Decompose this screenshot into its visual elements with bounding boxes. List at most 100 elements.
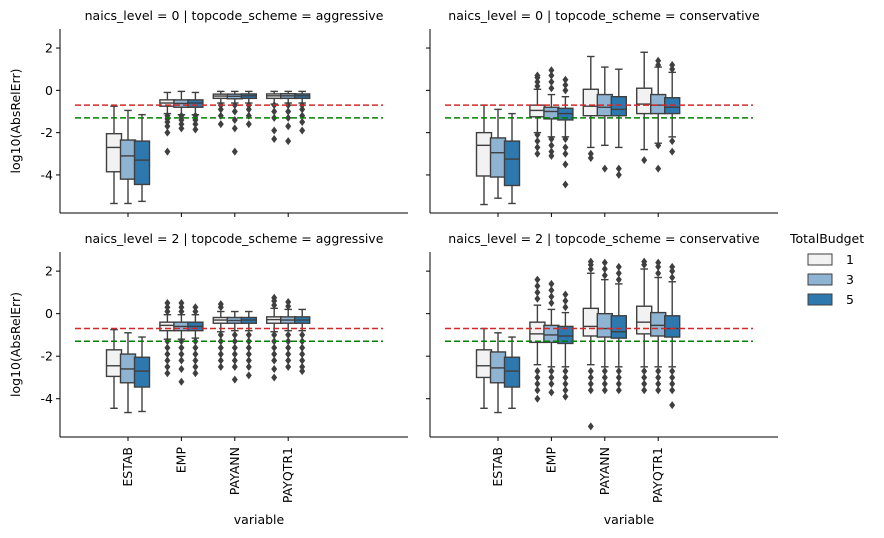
panel-1-box-payqtr1-1-outlier (271, 134, 278, 143)
panel-3-box-emp-1-outlier (164, 369, 171, 378)
panel-3-box-payann-5-outlier (245, 350, 252, 359)
panel-2-box-payann-1 (582, 88, 599, 117)
panel-4-box-emp-3-outlier (548, 286, 555, 295)
panel-2-box-payann-5-outlier (615, 170, 622, 179)
panel-1: naics_level = 0 | topcode_scheme = aggre… (8, 8, 408, 217)
panel-2-box-payqtr1-3-outlier (655, 56, 662, 65)
panel-4-box-emp-3-outlier (548, 379, 555, 388)
panel-4-box-payqtr1-5-outlier (669, 373, 676, 382)
panel-3-box-payann-3-outlier (231, 362, 238, 371)
panel-4-box-payann-1-outlier (587, 422, 594, 431)
panel-4-box-emp-1-outlier (534, 386, 541, 395)
panel-2-box-emp-1-outlier (534, 82, 541, 91)
panel-4-box-payann-3-outlier (601, 373, 608, 382)
panel-4-box-payann-3-outlier (601, 386, 608, 395)
panel-3-box-payqtr1-1-outlier (271, 356, 278, 365)
panel-4-box-payqtr1-5-outlier (669, 273, 676, 282)
panel-3-ytick-label: -4 (41, 391, 54, 406)
panel-4-box-emp-3-outlier (548, 367, 555, 376)
panel-4-box-payqtr1-1-outlier (641, 379, 648, 388)
panel-3-box-payann-1-outlier (217, 362, 224, 371)
panel-3-box-payqtr1-1-outlier (271, 343, 278, 352)
panel-4-box-payqtr1-3-outlier (655, 379, 662, 388)
panel-4-box-payqtr1-3-outlier (655, 373, 662, 382)
panel-3-box-payann-5-outlier (245, 343, 252, 352)
panel-3-box-emp-1-outlier (164, 362, 171, 371)
panel-3-box-payqtr1-1-outlier (271, 293, 278, 302)
panel-2-box-payqtr1-3-outlier (655, 60, 662, 69)
panel-3-box-emp-3-outlier (178, 377, 185, 386)
panels-layer: naics_level = 0 | topcode_scheme = aggre… (8, 8, 778, 527)
panel-4-box-payqtr1-3-outlier (655, 386, 662, 395)
panel-4-box-emp-1-outlier (534, 379, 541, 388)
panel-1-ytick-label: 0 (45, 83, 53, 98)
panel-3-box-emp-3-outlier (178, 343, 185, 352)
panel-4-box-emp-1-outlier (534, 282, 541, 291)
panel-1-box-payqtr1-3-outlier (285, 122, 292, 131)
panel-3-box-payqtr1-5-outlier (299, 350, 306, 359)
panel-3-box-estab-5 (133, 356, 151, 388)
panel-3-xtick-label-estab: ESTAB (120, 447, 135, 487)
panel-3-box-emp-1-outlier (164, 343, 171, 352)
panel-4-xlabel: variable (604, 512, 655, 527)
panel-4-box-payann-1-outlier (587, 265, 594, 274)
panel-3-box-payqtr1-1-outlier (271, 301, 278, 310)
legend-label-3: 3 (846, 272, 854, 287)
legend-swatch-1 (807, 253, 833, 266)
panel-3-box-emp-1-outlier (164, 303, 171, 312)
panel-3-box-payqtr1-3-outlier (285, 297, 292, 306)
panel-3-box-payqtr1-5-outlier (299, 362, 306, 371)
panel-3-box-emp-5-outlier (192, 307, 199, 316)
panel-4-box-payann-1-outlier (587, 379, 594, 388)
panel-1-title: naics_level = 0 | topcode_scheme = aggre… (85, 8, 384, 23)
panel-1-box-payann-3-outlier (231, 124, 238, 133)
panel-3-box-payann-3-outlier (231, 356, 238, 365)
panel-2-box-payqtr1-5-outlier (669, 147, 676, 156)
panel-3-box-emp-3-outlier (178, 307, 185, 316)
panel-3-xtick-label-payqtr1: PAYQTR1 (280, 447, 295, 503)
panel-1-box-emp-1-outlier (164, 128, 171, 137)
panel-2-box-payann-5-outlier (615, 164, 622, 173)
panel-4-box-emp-1-outlier (534, 394, 541, 403)
panel-4-box-emp-3-outlier (548, 279, 555, 288)
panel-3-box-payqtr1-3-outlier (285, 362, 292, 371)
panel-4-box-payann-5-outlier (615, 379, 622, 388)
panel-1-box-emp-3-outlier (178, 120, 185, 129)
panel-2-box-payqtr1-5-outlier (669, 137, 676, 146)
panel-3-box-payqtr1-1-outlier (271, 364, 278, 373)
panel-2-box-payqtr1-3 (650, 93, 667, 115)
panel-4-xtick-label-payqtr1: PAYQTR1 (650, 447, 665, 503)
panel-4-box-payann-3-outlier (601, 265, 608, 274)
panel-3-box-emp-5-outlier (192, 369, 199, 378)
panel-4-box-emp-5-outlier (562, 373, 569, 382)
panel-4-box-emp-5-outlier (562, 379, 569, 388)
panel-1-box-payann-1-outlier (217, 105, 224, 114)
panel-2-box-emp-3-outlier (548, 151, 555, 160)
panel-3-box-emp-5-outlier (192, 362, 199, 371)
panel-1-box-payqtr1-5-outlier (299, 105, 306, 114)
panel-3-box-emp-5-outlier (192, 356, 199, 365)
panel-4-box-payqtr1-3 (650, 311, 667, 337)
panel-2-box-emp-5-outlier (562, 149, 569, 158)
panel-2-box-estab-5 (503, 140, 521, 187)
panel-4-box-payann-5-outlier (615, 373, 622, 382)
panel-4-xtick-label-estab: ESTAB (490, 447, 505, 487)
panel-4-box-estab-5 (503, 356, 521, 388)
panel-4-box-payqtr1-3-outlier (655, 269, 662, 278)
panel-2-box-payann-1-outlier (587, 154, 594, 163)
panel-2-box-emp-1-outlier (534, 71, 541, 80)
panel-3-box-payqtr1-1-outlier (271, 330, 278, 339)
panel-2-box-payqtr1-3-outlier (655, 164, 662, 173)
panel-3-xlabel: variable (234, 512, 285, 527)
panel-3-box-payqtr1-3-outlier (285, 350, 292, 359)
panel-3-box-payqtr1-3-outlier (285, 343, 292, 352)
panel-3-xtick-label-payann: PAYANN (227, 447, 242, 495)
panel-4-box-payqtr1-1-outlier (641, 386, 648, 395)
panel-4-box-payann-5 (610, 315, 627, 339)
panel-3-box-payqtr1-1-outlier (271, 373, 278, 382)
panel-3-box-emp-3-outlier (178, 303, 185, 312)
panel-3-box-emp-3-outlier (178, 337, 185, 346)
panel-4-box-payqtr1-5-outlier (669, 386, 676, 395)
panel-3-box-emp-5-outlier (192, 350, 199, 359)
